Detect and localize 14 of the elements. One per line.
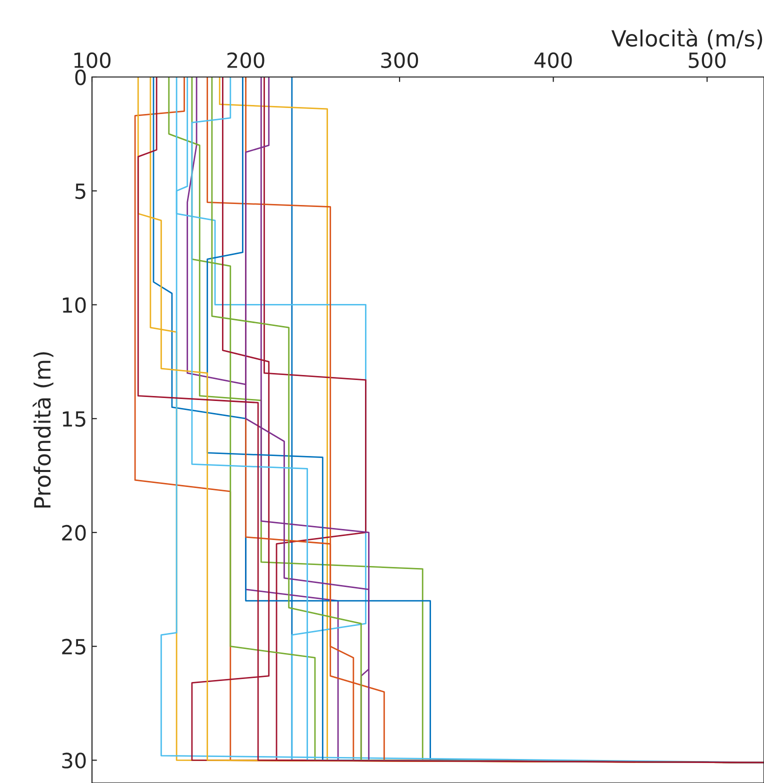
x-axis-title: Velocità (m/s) <box>611 28 762 50</box>
y-tick-label: 5 <box>75 184 86 200</box>
y-axis-title: Profondità (m) <box>32 352 54 508</box>
x-tick-label: 400 <box>534 52 572 68</box>
y-tick-label: 15 <box>62 411 86 427</box>
x-tick-label: 500 <box>688 52 726 68</box>
x-tick-label: 300 <box>381 52 418 68</box>
y-tick-label: 20 <box>62 524 86 541</box>
y-tick-label: 30 <box>62 752 86 768</box>
y-tick-label: 25 <box>62 638 86 655</box>
x-tick-label: 100 <box>74 52 110 68</box>
y-tick-label: 10 <box>62 297 86 313</box>
y-tick-label: 0 <box>75 69 86 86</box>
x-tick-label: 200 <box>227 52 264 68</box>
